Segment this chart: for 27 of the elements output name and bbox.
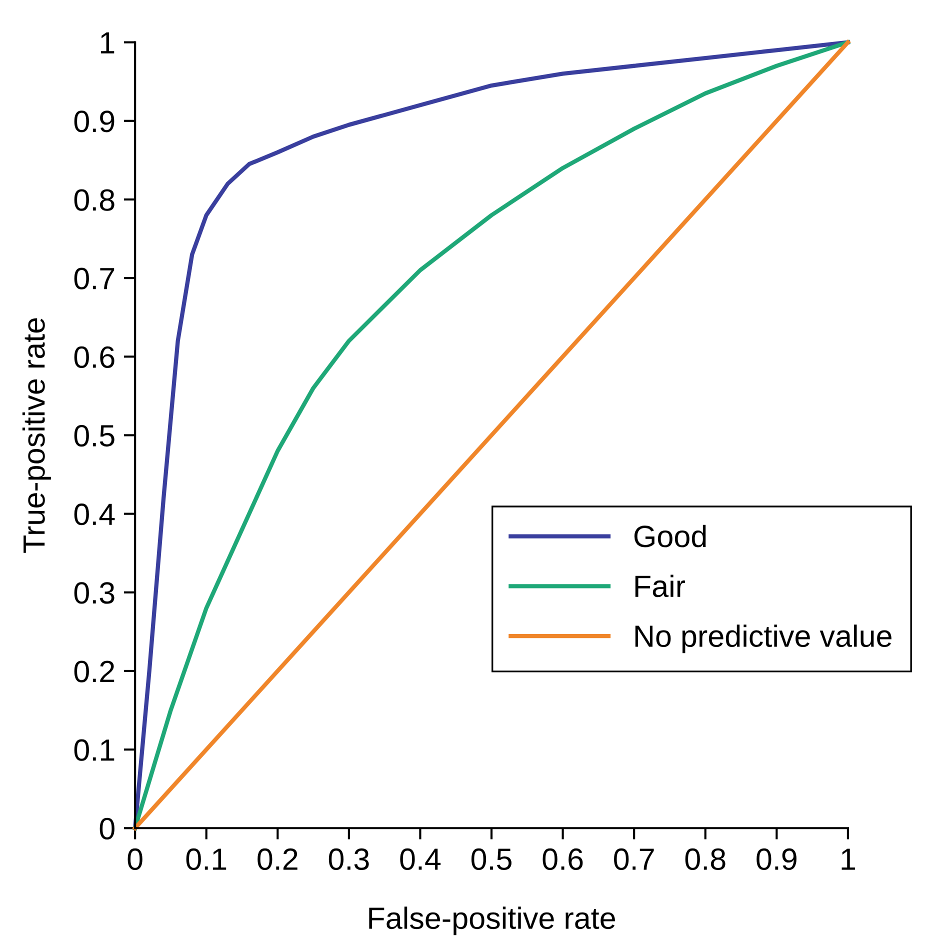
y-tick-label: 0.2 (74, 660, 114, 682)
y-axis-title: True-positive rate (22, 318, 51, 553)
y-tick-label: 0.4 (74, 504, 115, 526)
y-tick-label: 0.9 (74, 110, 114, 132)
y-tick-label: 0 (100, 818, 114, 840)
x-tick-label: 0.7 (614, 848, 654, 870)
x-tick-label: 0.2 (258, 848, 298, 870)
x-tick-label: 0.3 (328, 848, 369, 870)
y-tick-label: 0.1 (74, 739, 114, 761)
x-tick-label: 0.4 (400, 848, 441, 870)
y-tick-label: 1 (100, 32, 114, 54)
y-tick-label: 0.7 (74, 268, 114, 290)
x-axis-title: False-positive rate (369, 906, 615, 936)
x-tick-label: 0.9 (756, 848, 796, 870)
legend-label: Good (634, 524, 706, 548)
y-tick-label: 0.8 (74, 189, 114, 211)
x-tick-label: 0.8 (685, 848, 726, 870)
x-tick-label: 0.6 (542, 848, 583, 870)
x-tick-label: 1 (842, 848, 855, 870)
legend-label: No predictive value (635, 624, 892, 654)
x-tick-label: 0 (128, 848, 142, 870)
x-tick-label: 0.1 (186, 848, 226, 870)
x-tick-label: 0.5 (471, 848, 512, 870)
y-tick-label: 0.5 (74, 424, 114, 447)
y-tick-label: 0.3 (74, 582, 114, 604)
legend-label: Fair (635, 574, 686, 598)
y-tick-label: 0.6 (74, 346, 114, 368)
